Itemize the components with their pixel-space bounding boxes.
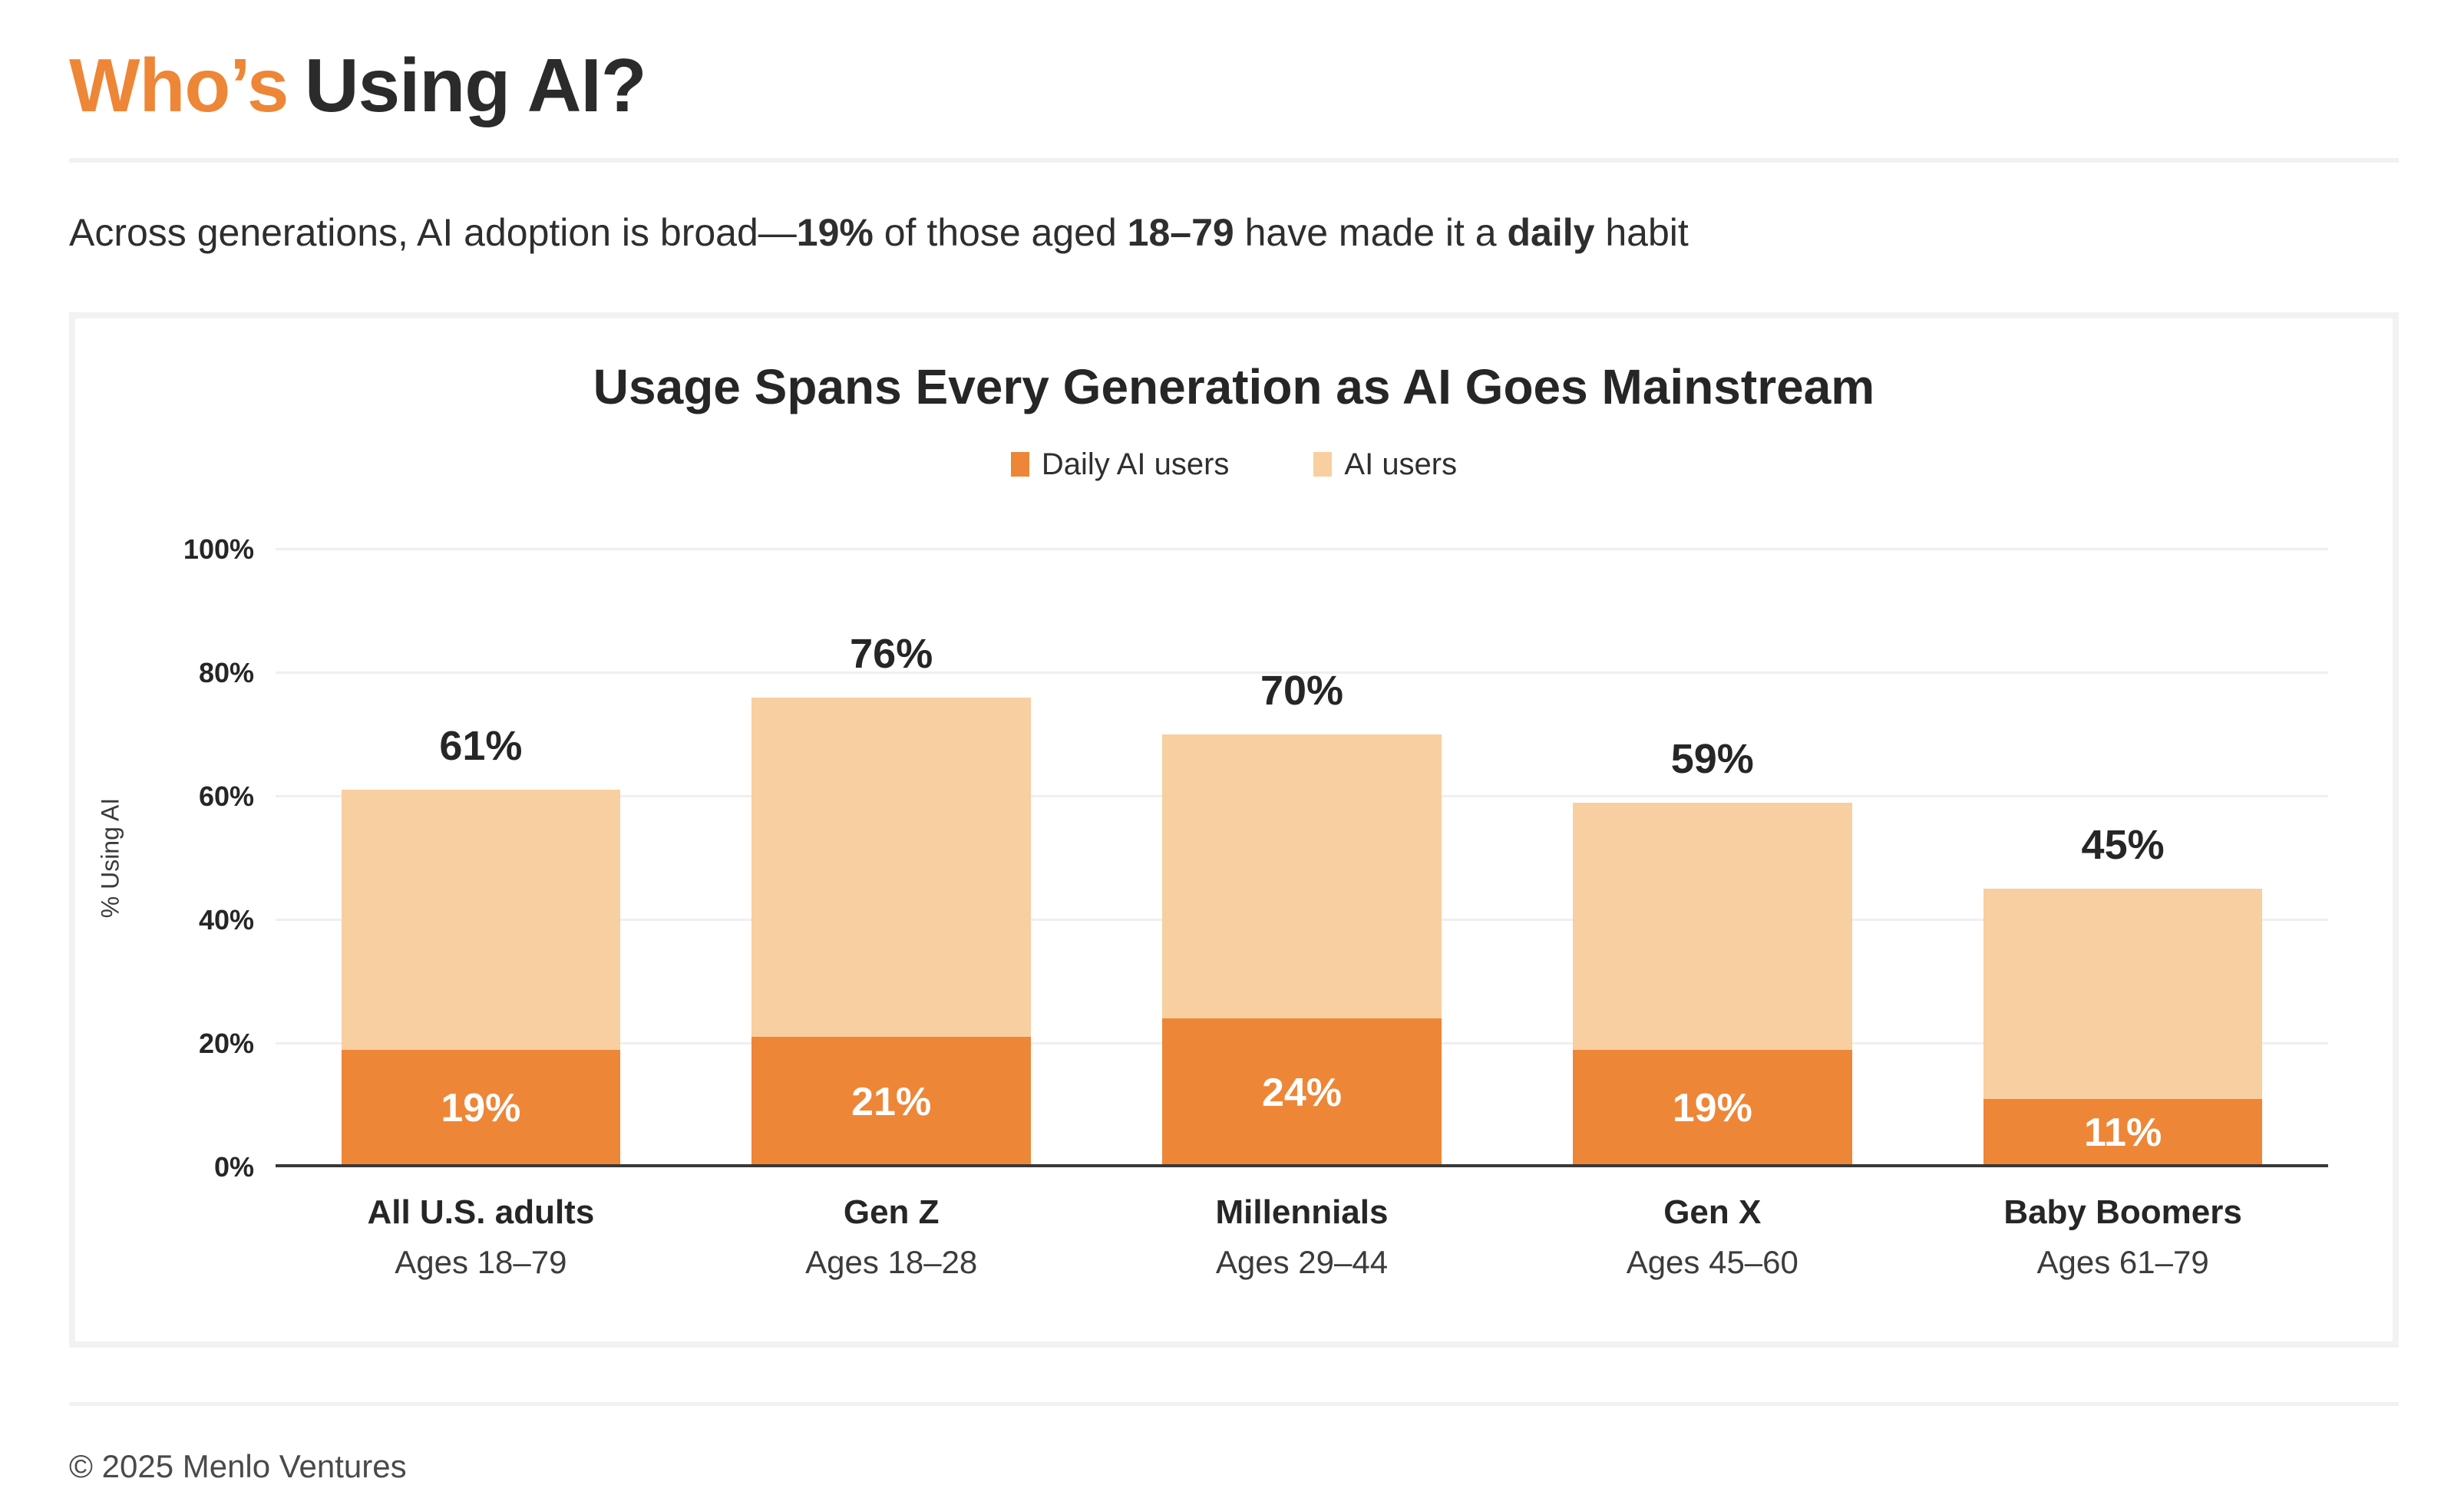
y-tick-label: 20% [198, 1027, 254, 1059]
subtitle-part-bold: daily [1507, 211, 1595, 254]
x-category: Gen Z Ages 18–28 [686, 1193, 1097, 1281]
x-category: Gen X Ages 45–60 [1507, 1193, 1917, 1281]
legend-swatch-icon [1010, 452, 1029, 477]
stacked-bar: 59% 19% [1572, 736, 1852, 1167]
x-category: Baby Boomers Ages 61–79 [1917, 1193, 2328, 1281]
stacked-bar: 76% 21% [751, 631, 1032, 1167]
subtitle: Across generations, AI adoption is broad… [69, 209, 2399, 257]
bar-daily-label: 21% [851, 1079, 932, 1124]
bar-band: 59% 19% [1507, 549, 1917, 1167]
stacked-bar: 61% 19% [341, 723, 621, 1167]
bar-daily-segment: 21% [751, 1037, 1032, 1167]
subtitle-part: habit [1594, 211, 1689, 254]
y-tick-label: 60% [198, 780, 254, 812]
chart-card: Usage Spans Every Generation as AI Goes … [69, 312, 2399, 1348]
page-title: Who’s Using AI? [69, 42, 2399, 129]
bar-daily-label: 11% [2083, 1110, 2162, 1156]
x-category-name: Gen Z [843, 1193, 940, 1231]
x-category-ages: Ages 61–79 [2036, 1243, 2209, 1280]
bar-total-label: 61% [439, 723, 523, 770]
bar-daily-segment: 24% [1162, 1018, 1442, 1167]
stacked-bar: 45% 11% [1983, 822, 2263, 1167]
stacked-bar: 70% 24% [1162, 668, 1442, 1167]
bar-total-label: 70% [1260, 668, 1344, 714]
y-tick-label: 0% [213, 1150, 254, 1183]
x-category-name: Gen X [1663, 1193, 1762, 1231]
bar-total-label: 76% [850, 630, 933, 677]
y-tick-label: 40% [198, 903, 254, 936]
page-title-accent: Who’s [69, 43, 289, 127]
y-tick-label: 100% [183, 533, 254, 565]
bar-band: 70% 24% [1097, 549, 1508, 1167]
x-category-ages: Ages 29–44 [1215, 1243, 1389, 1280]
bar-total-label: 45% [2081, 822, 2165, 869]
x-category-name: All U.S. adults [367, 1193, 595, 1231]
page-title-rest: Using AI? [304, 43, 647, 127]
bar-total-label: 59% [1670, 735, 1754, 782]
header-divider [69, 158, 2399, 163]
x-category-name: Millennials [1215, 1193, 1389, 1231]
x-axis-line [276, 1163, 2328, 1167]
x-axis-labels: All U.S. adults Ages 18–79 Gen Z Ages 18–28… [276, 1193, 2328, 1281]
x-category-name: Baby Boomers [2003, 1193, 2242, 1231]
bar-daily-label: 19% [1672, 1086, 1752, 1131]
bar-daily-segment: 19% [341, 1049, 621, 1167]
subtitle-part: have made it a [1234, 211, 1508, 254]
gridline [276, 547, 2328, 550]
x-category: Millennials Ages 29–44 [1097, 1193, 1508, 1281]
legend-item: AI users [1313, 447, 1457, 482]
subtitle-part-bold: 19% [796, 211, 874, 254]
x-category-ages: Ages 18–28 [805, 1243, 978, 1280]
bar-band: 61% 19% [276, 549, 686, 1167]
gridline [276, 671, 2328, 674]
y-axis-title: % Using AI [96, 797, 124, 919]
legend: Daily AI users AI users [75, 447, 2393, 482]
bar-daily-label: 19% [441, 1086, 521, 1131]
plot-area: % Using AI 0% 20% 40% 60% 80% 100% 61% 19% 76% 21… [97, 533, 2328, 1183]
bar-band: 45% 11% [1917, 549, 2328, 1167]
x-category-ages: Ages 45–60 [1626, 1243, 1798, 1280]
subtitle-part: of those aged [873, 211, 1128, 254]
legend-label: Daily AI users [1041, 447, 1230, 481]
legend-swatch-icon [1313, 452, 1333, 477]
subtitle-part: Across generations, AI adoption is broad… [69, 211, 797, 254]
bars-container: 61% 19% 76% 21% 70% 24% 59% 19% 45% 11% [276, 549, 2328, 1167]
y-tick-label: 80% [198, 656, 254, 688]
bar-daily-segment: 11% [1983, 1098, 2263, 1167]
footer-divider [69, 1401, 2399, 1406]
footer-copyright: © 2025 Menlo Ventures [69, 1447, 407, 1484]
bar-band: 76% 21% [686, 549, 1097, 1167]
legend-item: Daily AI users [1010, 447, 1230, 482]
chart-title: Usage Spans Every Generation as AI Goes … [593, 358, 1875, 414]
bar-daily-label: 24% [1261, 1070, 1343, 1115]
x-category: All U.S. adults Ages 18–79 [276, 1193, 686, 1281]
x-category-ages: Ages 18–79 [395, 1243, 567, 1280]
bar-daily-segment: 19% [1572, 1049, 1852, 1167]
subtitle-part-bold: 18–79 [1127, 211, 1234, 254]
legend-label: AI users [1344, 447, 1458, 481]
